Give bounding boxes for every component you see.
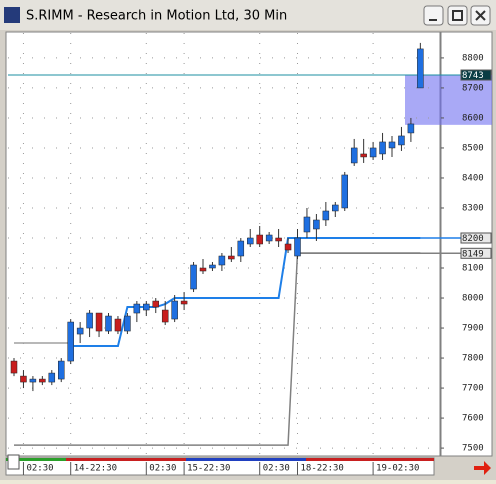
window-buttons[interactable]: [423, 5, 491, 26]
y-tick-label: 8000: [462, 294, 484, 304]
candle-body: [407, 123, 415, 134]
candle-body: [124, 315, 131, 332]
candle-body: [218, 255, 226, 266]
candle-body: [76, 327, 84, 335]
candle-body: [388, 141, 396, 149]
candle-body: [313, 219, 320, 230]
session-bar: [66, 458, 186, 461]
x-tick-label: 14-22:30: [74, 464, 117, 474]
y-tick-label: 7500: [462, 444, 484, 454]
candle-body: [303, 216, 311, 233]
candle-body: [237, 240, 245, 257]
candle-body: [133, 303, 141, 314]
scroll-box[interactable]: [7, 454, 20, 470]
candle-body: [161, 309, 169, 323]
x-tick-label: 02:30: [26, 464, 53, 474]
candle-body: [199, 267, 207, 272]
y-tick-label: 8700: [462, 83, 484, 93]
candle-body: [228, 255, 235, 260]
y-tick-label: 8800: [462, 53, 484, 63]
candle-body: [39, 378, 46, 383]
candle-body: [48, 372, 56, 383]
y-tick-label: 7600: [462, 414, 484, 424]
candle-body: [417, 48, 424, 89]
candle-body: [294, 237, 301, 257]
candle-body: [350, 147, 358, 164]
minimize-button[interactable]: [423, 5, 444, 26]
price-level-label: 8200: [462, 234, 484, 244]
price-level-label: 8743: [462, 71, 484, 81]
maximize-button[interactable]: [447, 5, 468, 26]
candle-body: [247, 237, 254, 245]
session-bar: [6, 458, 66, 461]
app-icon: [4, 7, 20, 23]
candle-body: [256, 234, 263, 245]
candle-body: [190, 264, 197, 290]
candle-body: [284, 243, 292, 251]
candle-body: [265, 234, 273, 242]
x-tick-label: 15-22:30: [187, 464, 230, 474]
candle-body: [275, 237, 282, 242]
y-tick-label: 8300: [462, 203, 484, 213]
candle-body: [152, 300, 159, 308]
x-tick-label: 02:30: [263, 464, 290, 474]
candle-body: [180, 300, 188, 305]
indicator-line: [70, 236, 421, 348]
candle-body: [58, 360, 65, 380]
y-tick-label: 8400: [462, 173, 484, 183]
y-tick-label: 7900: [462, 324, 484, 334]
candle-body: [105, 315, 112, 332]
plot-area: [5, 31, 441, 457]
candle-body: [379, 141, 386, 155]
candle-body: [398, 135, 405, 146]
candle-body: [143, 303, 150, 311]
candle-body: [332, 204, 339, 212]
y-tick-label: 7800: [462, 354, 484, 364]
y-tick-label: 8500: [462, 143, 484, 153]
candle-body: [95, 312, 103, 332]
price-level-box: [460, 247, 492, 259]
candle-body: [322, 210, 330, 221]
candle-body: [67, 321, 74, 362]
candle-body: [171, 300, 178, 320]
price-level-label: 8149: [462, 249, 484, 259]
candle-body: [29, 378, 37, 383]
candle-body: [209, 264, 216, 269]
price-level-box: [460, 232, 492, 244]
y-tick-label: 8100: [462, 264, 484, 274]
window-title: S.RIMM - Research in Motion Ltd, 30 Min: [26, 9, 287, 24]
session-bar: [186, 458, 306, 461]
candle-body: [86, 312, 93, 329]
x-tick-label: 18-22:30: [301, 464, 344, 474]
x-tick-label: 02:30: [149, 464, 176, 474]
y-tick-label: 8600: [462, 113, 484, 123]
x-tick-label: 19-02:30: [376, 464, 419, 474]
candle-body: [341, 174, 348, 209]
session-bar: [306, 458, 434, 461]
price-level-box: [460, 69, 492, 81]
y-tick-label: 7700: [462, 384, 484, 394]
indicator-line: [14, 252, 421, 446]
title-bar: [0, 0, 496, 30]
candle-body: [20, 375, 27, 383]
candle-body: [360, 153, 367, 158]
candle-body: [114, 318, 122, 332]
candle-body: [369, 147, 377, 158]
candle-body: [10, 360, 18, 374]
scroll-right-arrow[interactable]: [474, 461, 491, 475]
